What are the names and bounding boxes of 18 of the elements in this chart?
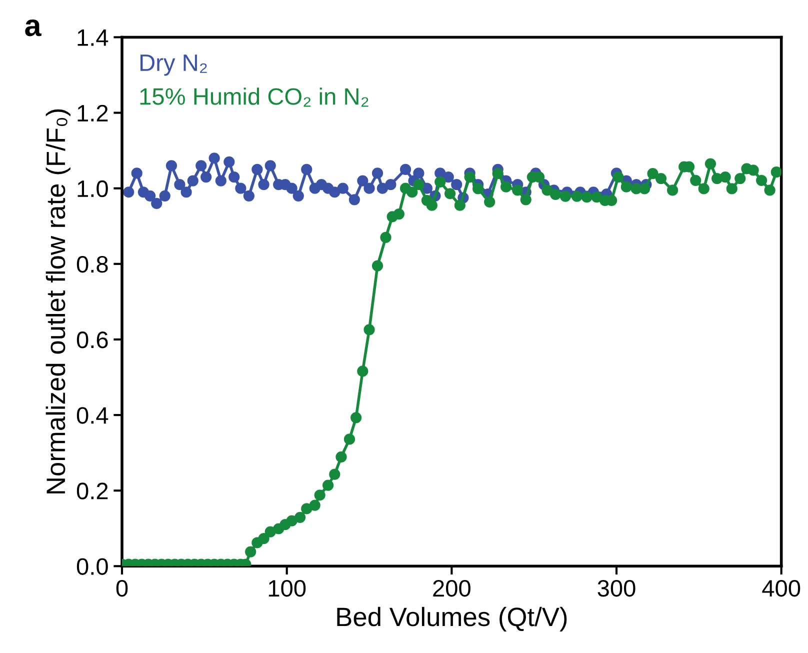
text: a: [25, 19, 42, 36]
y-tick-label: 1.0: [78, 180, 108, 198]
x-tick-label: 100: [268, 580, 306, 597]
y-axis-title: Normalized outlet flow rate (F/F₀): [46, 109, 70, 494]
text: 15% Humid CO₂ in N₂: [140, 88, 368, 107]
x-tick-label: 300: [598, 580, 636, 597]
x-tick-label: 0: [116, 580, 128, 597]
y-tick-label: 1.2: [78, 104, 108, 122]
y-tick-label: 0.4: [76, 407, 108, 424]
x-axis-title: Bed Volumes (Qt/V): [337, 606, 567, 632]
y-tick-label: 0.0: [76, 558, 108, 575]
y-tick-label: 0.6: [76, 332, 108, 348]
x-tick-label: 200: [433, 580, 470, 597]
x-tick-label: 400: [762, 580, 800, 597]
y-tick-label: 0.8: [76, 256, 108, 273]
y-tick-label: 1.4: [78, 30, 108, 46]
text: Dry N₂: [140, 54, 207, 76]
y-tick-label: 0.2: [76, 482, 108, 500]
